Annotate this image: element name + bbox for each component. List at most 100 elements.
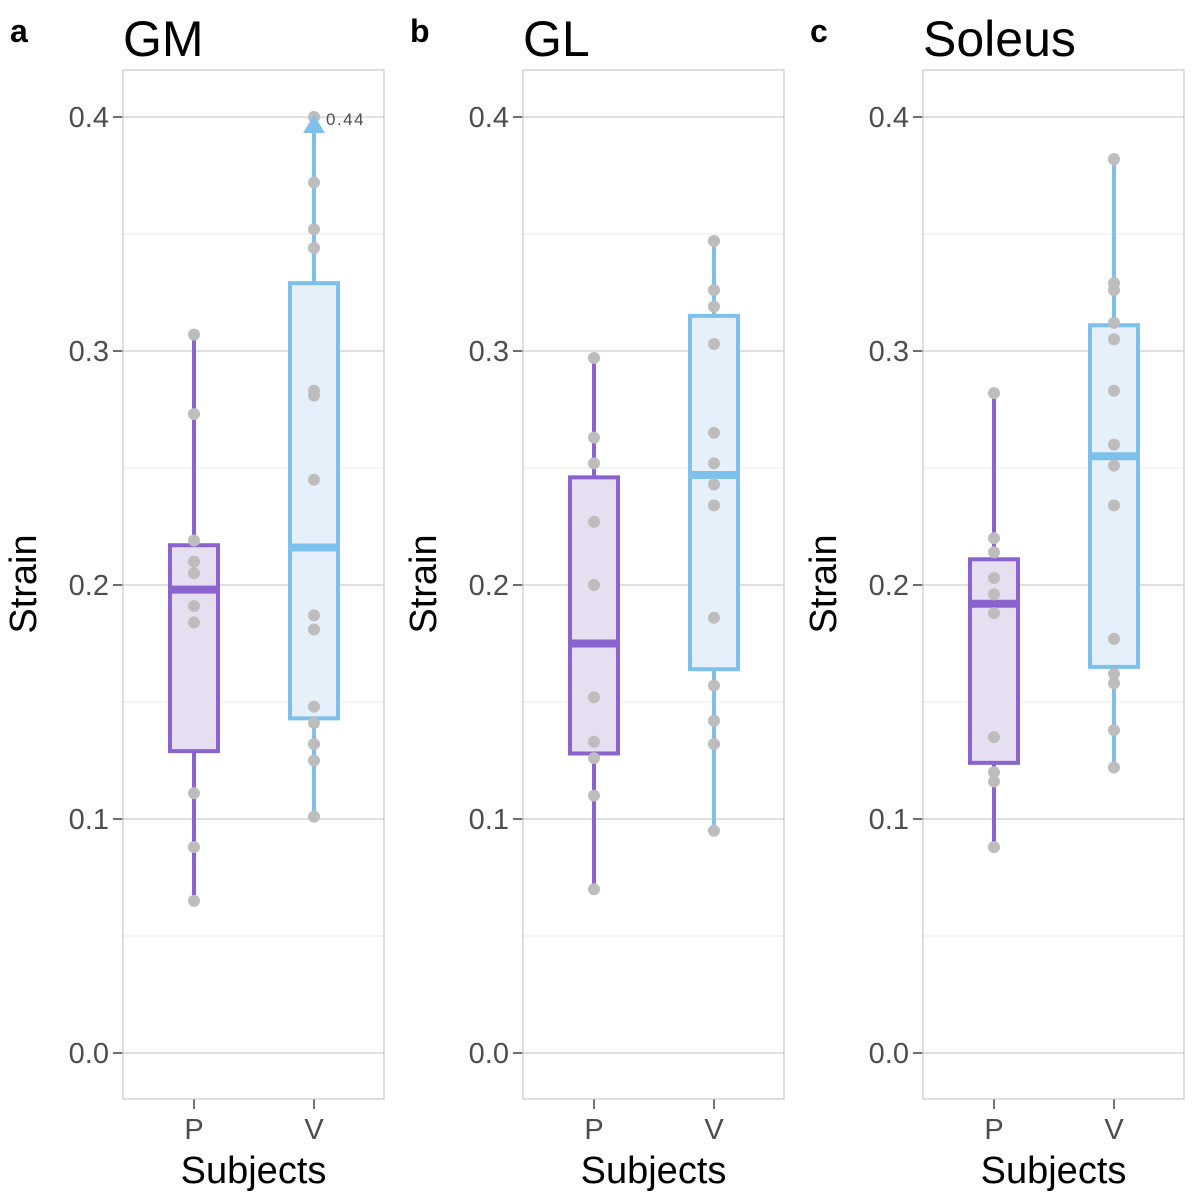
- data-point: [708, 426, 720, 439]
- data-point: [1108, 153, 1120, 166]
- panel-title: GL: [523, 11, 590, 67]
- outlier-value-label: 0.44: [326, 110, 365, 129]
- data-point: [708, 478, 720, 491]
- data-point: [188, 894, 200, 907]
- panel-title: GM: [123, 11, 204, 67]
- x-axis-title: Subjects: [581, 1150, 727, 1192]
- data-point: [308, 473, 320, 486]
- data-point: [588, 431, 600, 444]
- data-point: [588, 691, 600, 704]
- data-point: [988, 841, 1000, 854]
- data-point: [188, 408, 200, 421]
- data-point: [988, 607, 1000, 620]
- truncation-arrow: [303, 115, 325, 133]
- box-P: [968, 387, 1020, 854]
- y-tick-label: 0.1: [469, 804, 509, 836]
- data-point: [308, 810, 320, 823]
- data-point: [188, 534, 200, 547]
- y-axis-title: Strain: [803, 534, 845, 633]
- box-iqr: [1088, 323, 1140, 669]
- data-point: [308, 700, 320, 713]
- panel-a: 0.0 0.1 0.2 0.3 0.4 P V 0.44 a GM Subjects Strain: [3, 11, 385, 1192]
- data-point: [1108, 316, 1120, 329]
- data-point: [188, 567, 200, 580]
- data-point: [188, 841, 200, 854]
- data-point: [708, 679, 720, 692]
- y-tick-label: 0.3: [869, 336, 909, 368]
- x-tick-label: P: [984, 1114, 1003, 1146]
- data-point: [1108, 724, 1120, 737]
- x-tick-label: V: [1104, 1114, 1124, 1146]
- plot-border: [922, 69, 1185, 1100]
- y-axis-title: Strain: [3, 534, 45, 633]
- data-point: [188, 616, 200, 629]
- y-tick-label: 0.1: [69, 804, 109, 836]
- data-point: [308, 717, 320, 730]
- box-iqr: [688, 313, 740, 672]
- box-V: [288, 111, 340, 823]
- y-tick-label: 0.3: [469, 336, 509, 368]
- data-point: [988, 731, 1000, 744]
- data-point: [988, 387, 1000, 400]
- panel-letter: a: [10, 13, 28, 49]
- data-point: [308, 223, 320, 236]
- data-point: [708, 457, 720, 470]
- data-point: [188, 555, 200, 568]
- data-point: [588, 579, 600, 591]
- box-P: [568, 352, 620, 896]
- data-point: [1108, 632, 1120, 645]
- data-point: [1108, 284, 1120, 297]
- data-point: [988, 766, 1000, 779]
- data-point: [308, 176, 320, 189]
- plot-border: [122, 69, 385, 1100]
- y-tick-label: 0.0: [69, 1038, 109, 1070]
- data-point: [708, 499, 720, 512]
- data-point: [988, 532, 1000, 545]
- data-point: [988, 546, 1000, 559]
- data-point: [588, 752, 600, 765]
- data-point: [1108, 438, 1120, 451]
- data-point: [1108, 761, 1120, 774]
- data-point: [588, 457, 600, 470]
- data-point: [708, 611, 720, 624]
- data-point: [588, 883, 600, 896]
- data-point: [708, 337, 720, 350]
- data-point: [1108, 333, 1120, 346]
- y-tick-label: 0.1: [869, 804, 909, 836]
- y-tick-label: 0.4: [869, 102, 909, 134]
- y-tick-label: 0.4: [69, 102, 109, 134]
- panel-title: Soleus: [923, 11, 1076, 67]
- x-axis-title: Subjects: [981, 1150, 1127, 1192]
- box-V: [688, 235, 740, 837]
- data-point: [1108, 499, 1120, 512]
- data-point: [1108, 667, 1120, 680]
- box-iqr: [288, 281, 340, 721]
- y-tick-label: 0.4: [469, 102, 509, 134]
- x-axis-title: Subjects: [181, 1150, 327, 1192]
- panel-b: 0.0 0.1 0.2 0.3 0.4 P Vb GL Subjects Strain: [403, 11, 785, 1192]
- y-tick-label: 0.3: [69, 336, 109, 368]
- data-point: [308, 242, 320, 255]
- panel-c: 0.0 0.1 0.2 0.3 0.4 P Vc Soleus Subjects Strain: [803, 11, 1185, 1192]
- x-tick-label: V: [304, 1114, 324, 1146]
- y-axis-title: Strain: [403, 534, 445, 633]
- data-point: [1108, 384, 1120, 397]
- data-point: [708, 300, 720, 313]
- data-point: [708, 284, 720, 297]
- data-point: [988, 571, 1000, 584]
- data-point: [988, 588, 1000, 601]
- data-point: [188, 787, 200, 800]
- x-tick-label: P: [584, 1114, 603, 1146]
- data-point: [588, 515, 600, 528]
- x-tick-label: V: [704, 1114, 724, 1146]
- y-tick-label: 0.2: [869, 570, 909, 602]
- plot-border: [522, 69, 785, 1100]
- data-point: [308, 609, 320, 622]
- data-point: [708, 738, 720, 751]
- data-point: [308, 754, 320, 767]
- x-tick-label: P: [184, 1114, 203, 1146]
- panel-letter: c: [810, 13, 828, 49]
- data-point: [588, 735, 600, 748]
- data-point: [1108, 677, 1120, 690]
